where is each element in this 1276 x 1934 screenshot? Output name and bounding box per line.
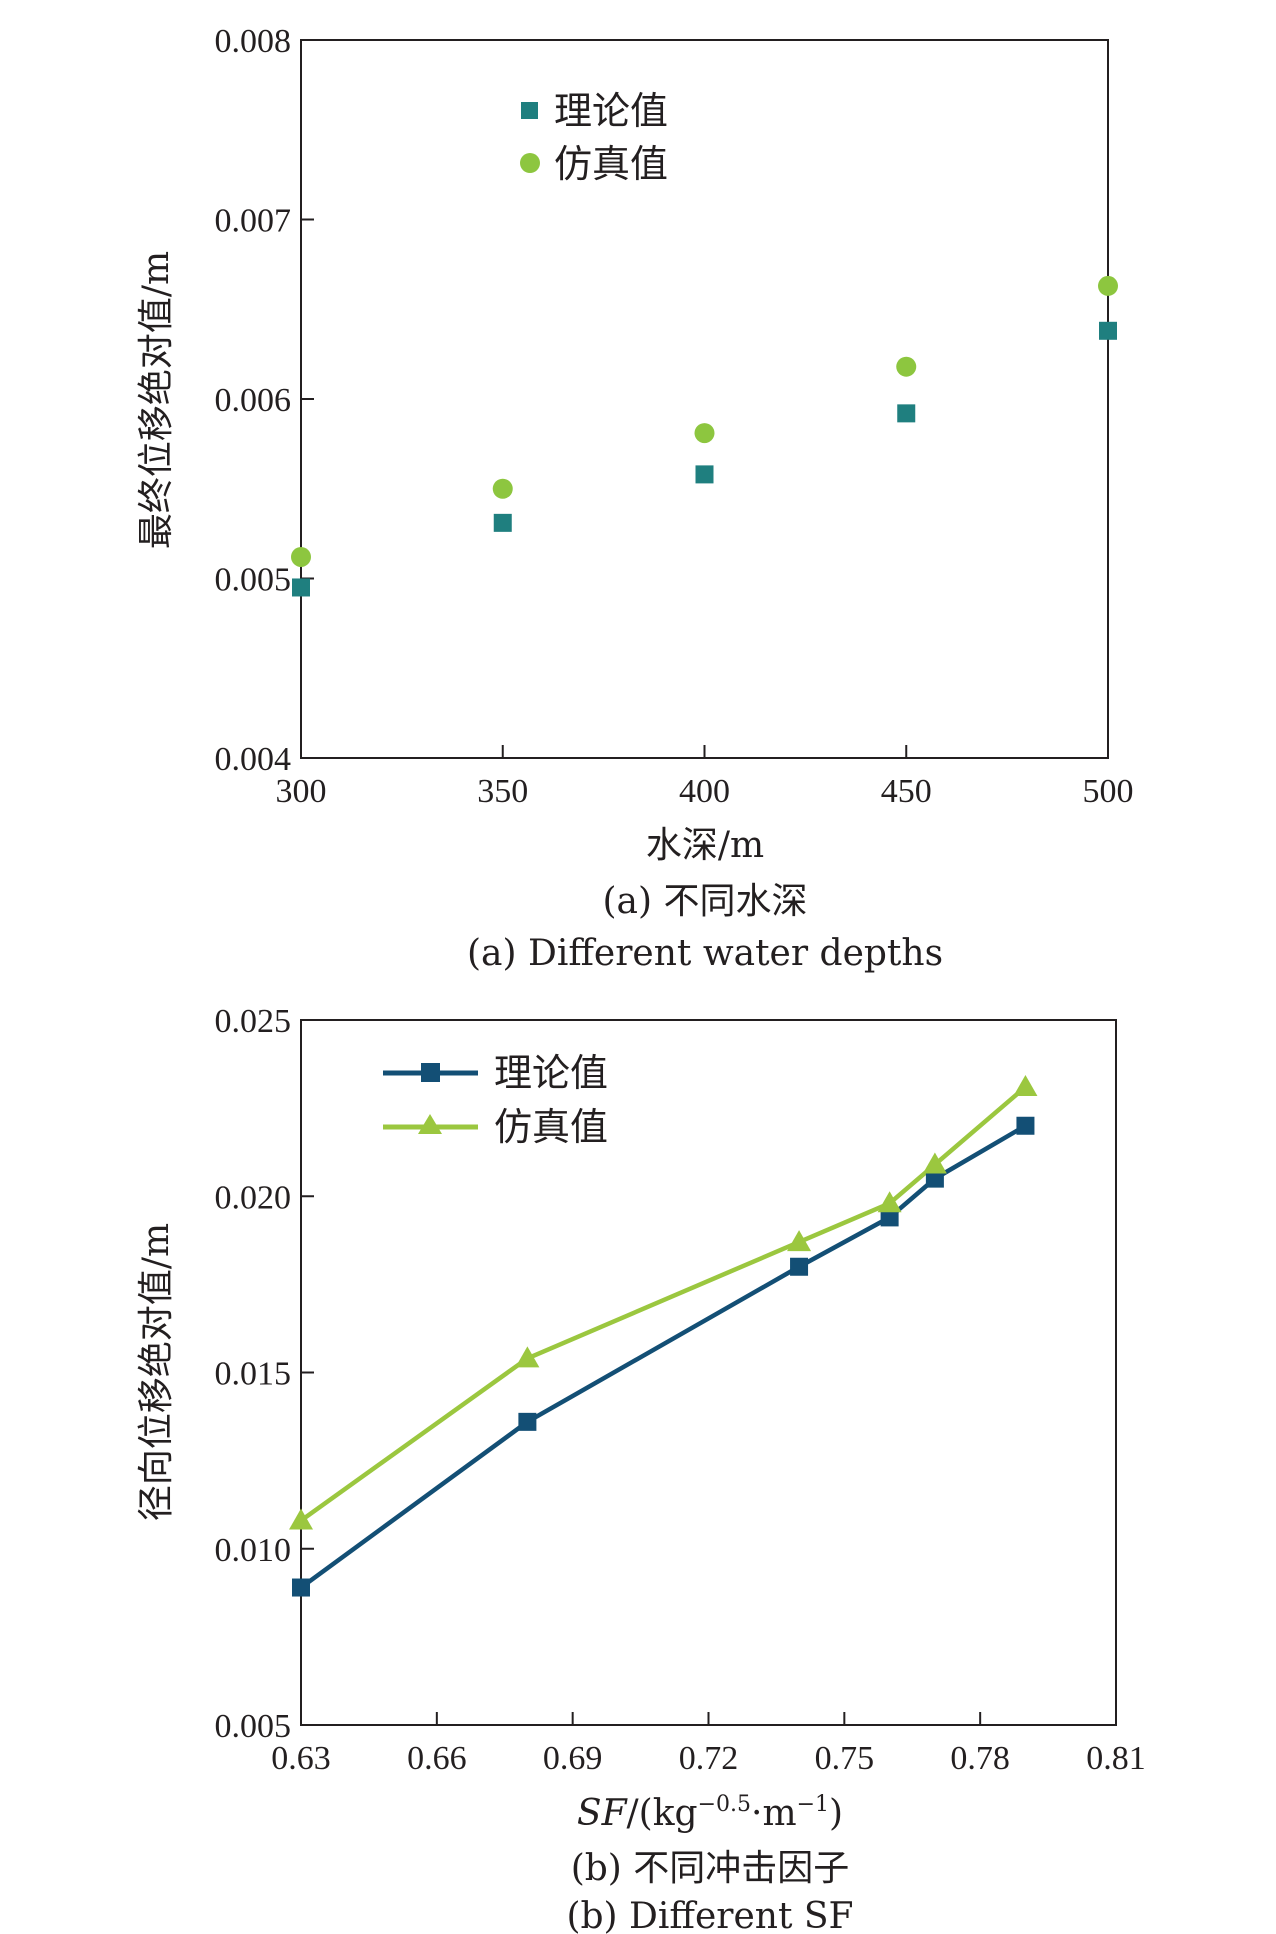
data-point-theory: [790, 1257, 809, 1276]
data-point-simulation: [694, 423, 715, 444]
data-point-theory: [1099, 321, 1117, 340]
x-axis-title-unit1: /(kg: [627, 1793, 698, 1834]
x-axis-title-b: SF/(kg−0.5·m−1): [577, 1792, 843, 1834]
x-axis-title-sf: SF: [577, 1793, 629, 1834]
x-tick-label: 400: [679, 773, 730, 810]
x-tick-label: 0.81: [1086, 1740, 1146, 1777]
x-tick-label: 350: [477, 773, 528, 810]
series-line-simulation: [299, 1085, 1027, 1523]
legend-marker-theory-b: [421, 1063, 440, 1082]
y-tick-label: 0.015: [215, 1356, 292, 1393]
data-point-simulation: [515, 1346, 540, 1368]
legend-marker-sim-a: [520, 153, 540, 173]
y-axis-title-a: 最终位移绝对值/m: [136, 251, 177, 549]
data-point-theory: [925, 1169, 944, 1188]
x-tick-label: 450: [881, 773, 932, 810]
y-tick-label: 0.004: [215, 741, 292, 778]
legend-label-sim-b: 仿真值: [494, 1105, 608, 1149]
legend-label-theory-a: 理论值: [554, 89, 668, 133]
data-point-theory: [292, 1578, 310, 1597]
data-point-simulation: [492, 478, 513, 499]
data-point-simulation: [1013, 1074, 1038, 1096]
y-tick-label: 0.007: [215, 203, 292, 240]
x-ticks-a: 300 350 400 450 500: [276, 745, 1134, 810]
data-point-simulation: [291, 546, 311, 567]
legend-label-theory-b: 理论值: [494, 1051, 608, 1095]
data-point-theory: [292, 578, 310, 597]
x-axis-title-exp1: −0.5: [698, 1792, 751, 1817]
y-ticks-a: 0.004 0.005 0.006 0.007 0.008: [215, 23, 314, 778]
x-tick-label: 300: [276, 773, 327, 810]
data-lines-b: [289, 1074, 1038, 1597]
data-point-theory: [1016, 1116, 1035, 1135]
legend-marker-theory-a: [521, 102, 538, 119]
y-tick-label: 0.025: [215, 1003, 292, 1040]
y-tick-label: 0.005: [215, 1708, 292, 1745]
x-axis-title-a: 水深/m: [646, 825, 764, 866]
legend-label-sim-a: 仿真值: [554, 142, 668, 186]
y-tick-label: 0.006: [215, 382, 292, 419]
series-line-theory: [299, 1123, 1027, 1590]
data-point-simulation: [1098, 275, 1118, 296]
x-tick-label: 0.78: [950, 1740, 1010, 1777]
caption-en-a: (a) Different water depths: [467, 933, 943, 974]
caption-en-b: (b) Different SF: [566, 1896, 853, 1934]
data-points-a: [291, 275, 1118, 597]
data-point-theory: [897, 404, 916, 423]
y-tick-label: 0.008: [215, 23, 292, 60]
panel-a: 0.004 0.005 0.006 0.007 0.008 300 350 400 450 50…: [136, 23, 1134, 974]
x-axis-title-exp2: −1: [797, 1792, 829, 1817]
x-axis-title-unit2: ·m: [751, 1793, 797, 1834]
y-tick-label: 0.010: [215, 1532, 292, 1569]
x-tick-label: 0.69: [543, 1740, 603, 1777]
x-tick-label: 0.72: [679, 1740, 739, 1777]
y-ticks-b: 0.005 0.010 0.015 0.020 0.025: [215, 1003, 314, 1745]
data-point-theory: [880, 1208, 899, 1227]
x-tick-label: 500: [1083, 773, 1134, 810]
y-tick-label: 0.020: [215, 1179, 292, 1216]
data-point-simulation: [289, 1508, 313, 1530]
data-point-simulation: [896, 356, 917, 377]
legend-marker-sim-b: [418, 1114, 442, 1134]
caption-cn-a: (a) 不同水深: [603, 881, 808, 922]
legend-a: 理论值 仿真值: [520, 89, 668, 186]
data-point-theory: [695, 465, 714, 484]
x-tick-label: 0.75: [815, 1740, 875, 1777]
x-tick-label: 0.63: [271, 1740, 331, 1777]
x-tick-label: 0.66: [407, 1740, 467, 1777]
caption-cn-b: (b) 不同冲击因子: [571, 1848, 850, 1889]
x-ticks-b: 0.63 0.66 0.69 0.72 0.75 0.78 0.81: [271, 1712, 1146, 1777]
data-point-simulation: [787, 1230, 812, 1252]
data-point-theory: [518, 1412, 537, 1431]
y-axis-title-b: 径向位移绝对值/m: [136, 1223, 177, 1521]
data-point-simulation: [877, 1191, 902, 1213]
data-point-theory: [493, 513, 512, 532]
data-point-simulation: [922, 1152, 947, 1174]
y-tick-label: 0.005: [215, 562, 292, 599]
x-axis-title-close: ): [829, 1793, 843, 1834]
legend-b: 理论值 仿真值: [383, 1051, 608, 1149]
plot-frame-a: [300, 39, 1109, 759]
